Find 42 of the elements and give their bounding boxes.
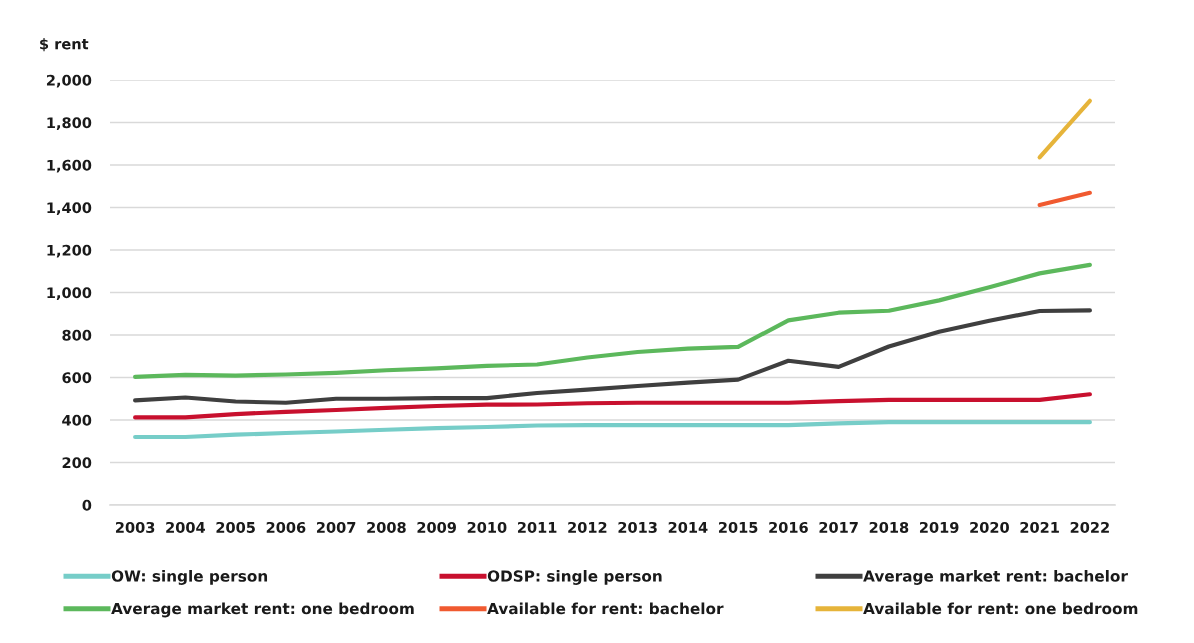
x-tick-label: 2006 [266, 521, 306, 533]
x-tick-label: 2015 [718, 521, 758, 533]
legend-label: ODSP: single person [487, 570, 662, 585]
x-tick-label: 2004 [166, 521, 205, 533]
x-tick-label: 2011 [517, 521, 557, 533]
line-series [133, 392, 1092, 420]
line-series [133, 262, 1092, 379]
legend-label: Available for rent: one bedroom [863, 602, 1138, 615]
x-tick-label: 2020 [970, 521, 1009, 533]
legend-label: Average market rent: one bedroom [111, 602, 414, 618]
line-series [133, 420, 1092, 440]
x-tick-label: 2022 [1070, 521, 1109, 533]
y-tick-label: 800 [62, 329, 92, 341]
y-tick-label: 400 [62, 414, 92, 426]
x-tick-label: 2005 [216, 521, 255, 533]
x-tick-label: 2021 [1020, 521, 1059, 533]
x-tick-label: 2009 [417, 521, 456, 533]
y-tick-label: 1,400 [47, 202, 92, 216]
x-tick-label: 2018 [869, 521, 909, 533]
legend-label: Average market rent: bachelor [863, 570, 1128, 585]
y-tick-label: 1,200 [47, 244, 92, 258]
y-tick-label: 1,600 [47, 159, 92, 173]
x-tick-label: 2010 [467, 521, 507, 533]
legend-label: OW: single person [111, 570, 268, 585]
x-tick-label: 2008 [367, 521, 406, 533]
x-tick-label: 2013 [618, 521, 657, 533]
x-tick-label: 2019 [919, 521, 959, 533]
y-tick-label: 600 [62, 372, 92, 384]
y-tick-label: 1,000 [47, 287, 92, 301]
x-tick-label: 2007 [316, 521, 356, 533]
line-series [133, 308, 1092, 405]
x-tick-label: 2003 [115, 521, 155, 533]
y-axis-title: $ rent [40, 38, 89, 52]
y-tick-label: 2,000 [46, 74, 92, 88]
x-tick-label: 2014 [668, 521, 708, 533]
y-tick-label: 0 [82, 499, 92, 511]
x-tick-label: 2017 [819, 521, 858, 533]
y-tick-label: 200 [62, 457, 92, 469]
x-tick-label: 2016 [769, 521, 808, 533]
legend-label: Available for rent: bachelor [487, 602, 724, 615]
x-tick-label: 2012 [568, 521, 607, 533]
y-tick-label: 1,800 [47, 117, 92, 131]
